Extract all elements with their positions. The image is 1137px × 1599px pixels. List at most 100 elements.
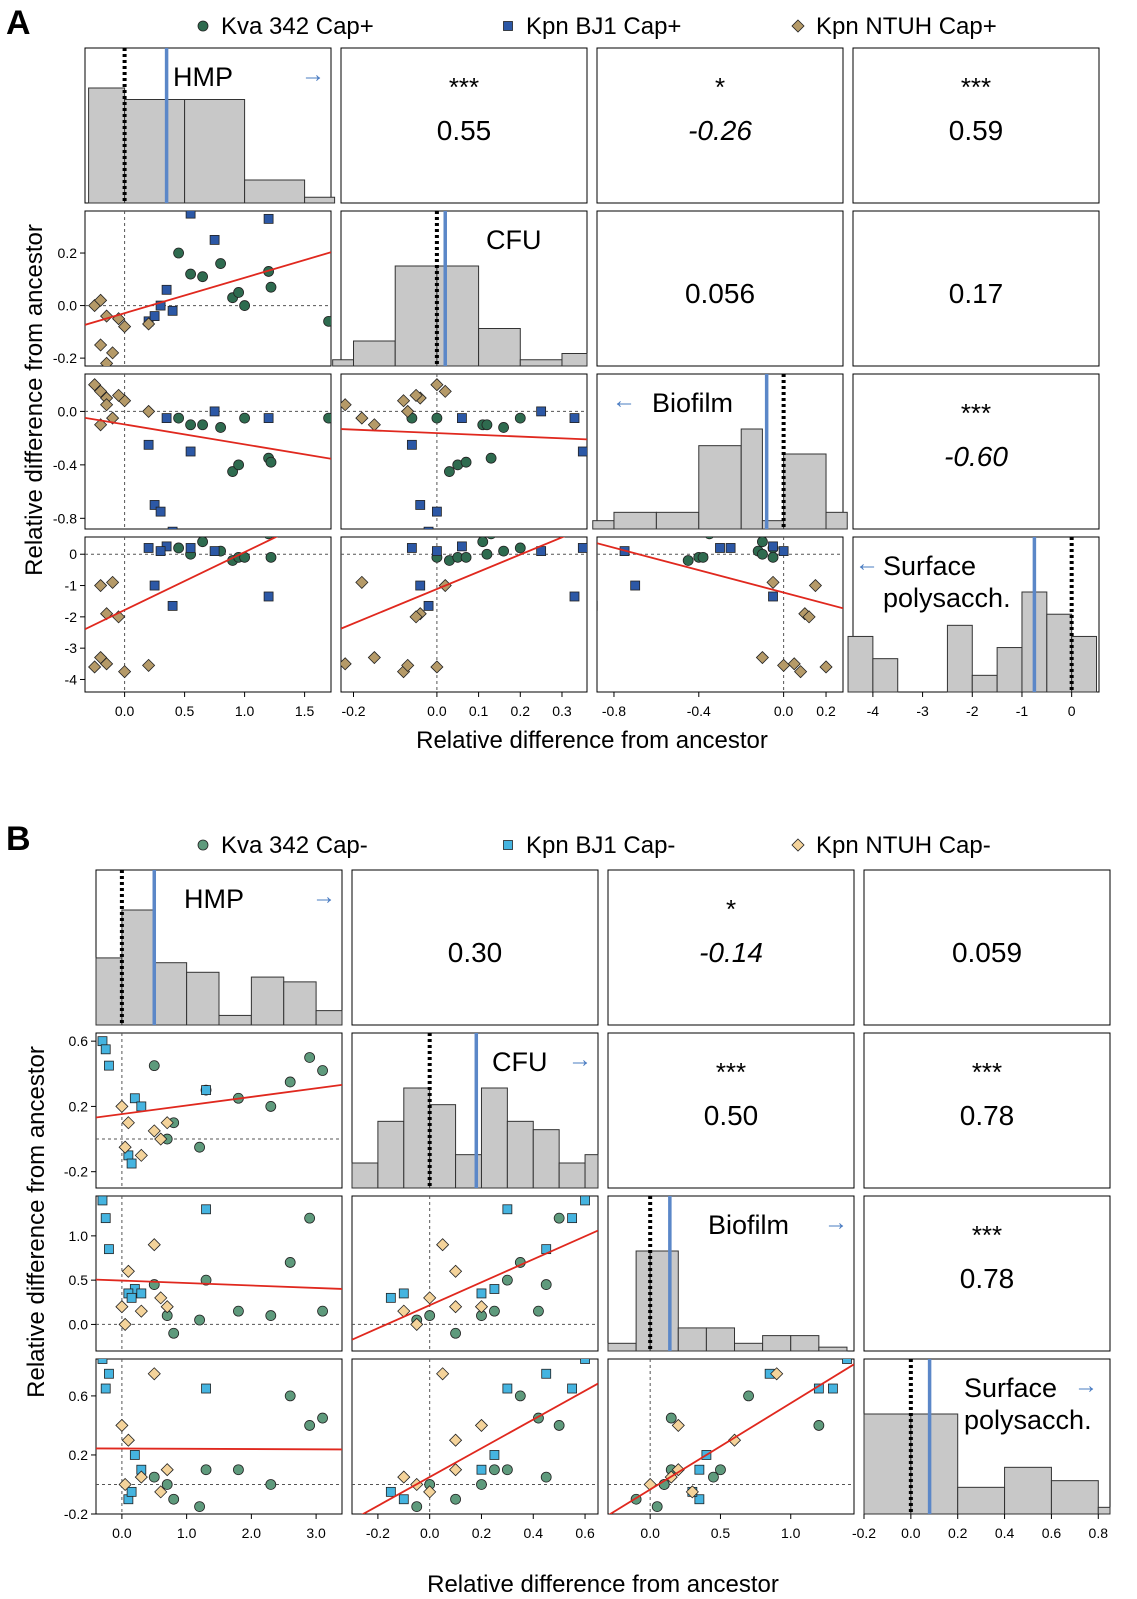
data-point-circle (697, 551, 709, 563)
y-tick-label: -1 (65, 578, 78, 594)
significance-stars: *** (961, 398, 991, 428)
data-point-square (104, 1244, 114, 1255)
data-point-circle (239, 300, 251, 311)
x-tick-label: 1.5 (295, 703, 315, 719)
data-point-circle (704, 537, 714, 540)
data-point-square (577, 543, 587, 553)
data-point-circle (284, 1390, 296, 1402)
histogram-bar (740, 428, 763, 530)
histogram-bar (649, 1250, 679, 1352)
data-point-circle (757, 537, 768, 548)
data-point-diamond (449, 1264, 463, 1278)
cell-frame (852, 47, 1100, 204)
y-tick-label: 0.2 (69, 1447, 89, 1463)
correlation-value: 0.056 (685, 278, 755, 309)
cell-r2-c2: Biofilm ← (592, 373, 848, 530)
data-point-circle (200, 1274, 212, 1286)
cell-frame (607, 1358, 855, 1515)
data-point-circle (501, 1464, 513, 1476)
data-point-diamond (430, 378, 444, 392)
data-point-square (136, 1288, 147, 1299)
data-point-square (406, 439, 417, 450)
y-tick-label: -0.2 (64, 1506, 88, 1522)
variable-label-line: Biofilm (652, 388, 733, 418)
cell-r2-c0: 0.0 -0.4 -0.8 (53, 373, 332, 530)
data-point-square (423, 600, 434, 611)
data-point-diamond (397, 1470, 411, 1484)
x-tick-label: 0.5 (175, 703, 195, 719)
cell-frame (95, 1358, 343, 1515)
data-point-circle (197, 20, 209, 32)
correlation-value: 0.59 (949, 115, 1004, 146)
legend-item: Kpn BJ1 Cap+ (503, 13, 681, 40)
variable-label-line: polysacch. (883, 583, 1011, 613)
data-point-circle (498, 422, 510, 433)
data-point-diamond (88, 660, 102, 674)
data-point-square (541, 1368, 552, 1379)
cell-r3-c3: Surface polysacch.← -4 -3 -2 -1 0 (847, 536, 1100, 719)
data-point-circle (486, 537, 496, 540)
variable-label-line: CFU (492, 1047, 548, 1077)
y-tick-label: 0.6 (69, 1388, 89, 1404)
cell-r1-c3: *** 0.78 (863, 1032, 1111, 1189)
data-point-diamond (142, 404, 156, 418)
data-point-circle (239, 412, 251, 424)
data-point-circle (265, 456, 277, 468)
variable-label: Biofilm (708, 1210, 789, 1240)
data-point-diamond (401, 404, 415, 418)
data-point-diamond (112, 388, 126, 402)
data-point-square (567, 1213, 578, 1224)
data-point-diamond (118, 1140, 132, 1154)
data-point-square (201, 1204, 211, 1215)
data-point-diamond (766, 575, 780, 589)
data-point-circle (265, 281, 277, 293)
histogram-bar (655, 511, 700, 530)
cell-r2-c1 (340, 373, 588, 530)
cell-r1-c1: CFU → (351, 1032, 599, 1189)
y-tick-label: -2 (65, 609, 78, 625)
data-point-square (155, 546, 166, 556)
data-point-diamond (147, 1367, 161, 1381)
cell-r3-c0: 0 -1 -2 -3 -4 0.0 0.5 1.0 1.5 (65, 536, 332, 719)
histogram-bar (734, 1342, 764, 1352)
histogram-bar (1050, 1480, 1099, 1515)
histogram-bar (698, 445, 742, 530)
x-tick-label: -0.8 (602, 703, 626, 719)
data-point-diamond (436, 1367, 450, 1381)
data-point-circle (304, 1420, 316, 1431)
x-tick-label: 0.0 (427, 703, 447, 719)
data-point-square (768, 541, 778, 552)
data-point-circle (477, 537, 489, 548)
data-point-diamond (341, 398, 352, 412)
data-point-square (715, 543, 725, 553)
scatter-area (96, 1359, 342, 1514)
x-tick-label: 0.6 (575, 1525, 595, 1541)
data-point-circle (553, 1420, 565, 1431)
data-point-circle (323, 315, 331, 327)
cell-r0-c1: 0.30 (351, 869, 599, 1026)
data-point-diamond (777, 658, 791, 672)
data-point-circle (540, 1279, 552, 1290)
data-point-square (476, 1288, 487, 1299)
data-point-circle (411, 1501, 423, 1513)
data-point-square (415, 500, 426, 510)
histogram-bar (351, 1162, 379, 1189)
data-point-diamond (770, 1367, 784, 1381)
legend-item: Kpn BJ1 Cap- (503, 832, 675, 859)
data-point-square (129, 1450, 140, 1460)
data-point-square (577, 446, 587, 457)
variable-label: Surface polysacch. (964, 1373, 1092, 1435)
data-point-diamond (134, 1470, 148, 1484)
variable-label: HMP (184, 884, 244, 914)
cell-frame (607, 1032, 855, 1189)
x-tick-label: 0.0 (640, 1525, 660, 1541)
data-point-diamond (819, 660, 833, 674)
histogram-bar (996, 647, 1023, 693)
legend-item: Kva 342 Cap- (197, 832, 368, 859)
variable-label-line: HMP (173, 62, 233, 92)
x-tick-label: -0.4 (687, 703, 711, 719)
correlation-value: 0.059 (952, 937, 1022, 968)
data-point-diamond (100, 657, 114, 671)
legend-label: Kpn BJ1 Cap- (526, 832, 675, 859)
